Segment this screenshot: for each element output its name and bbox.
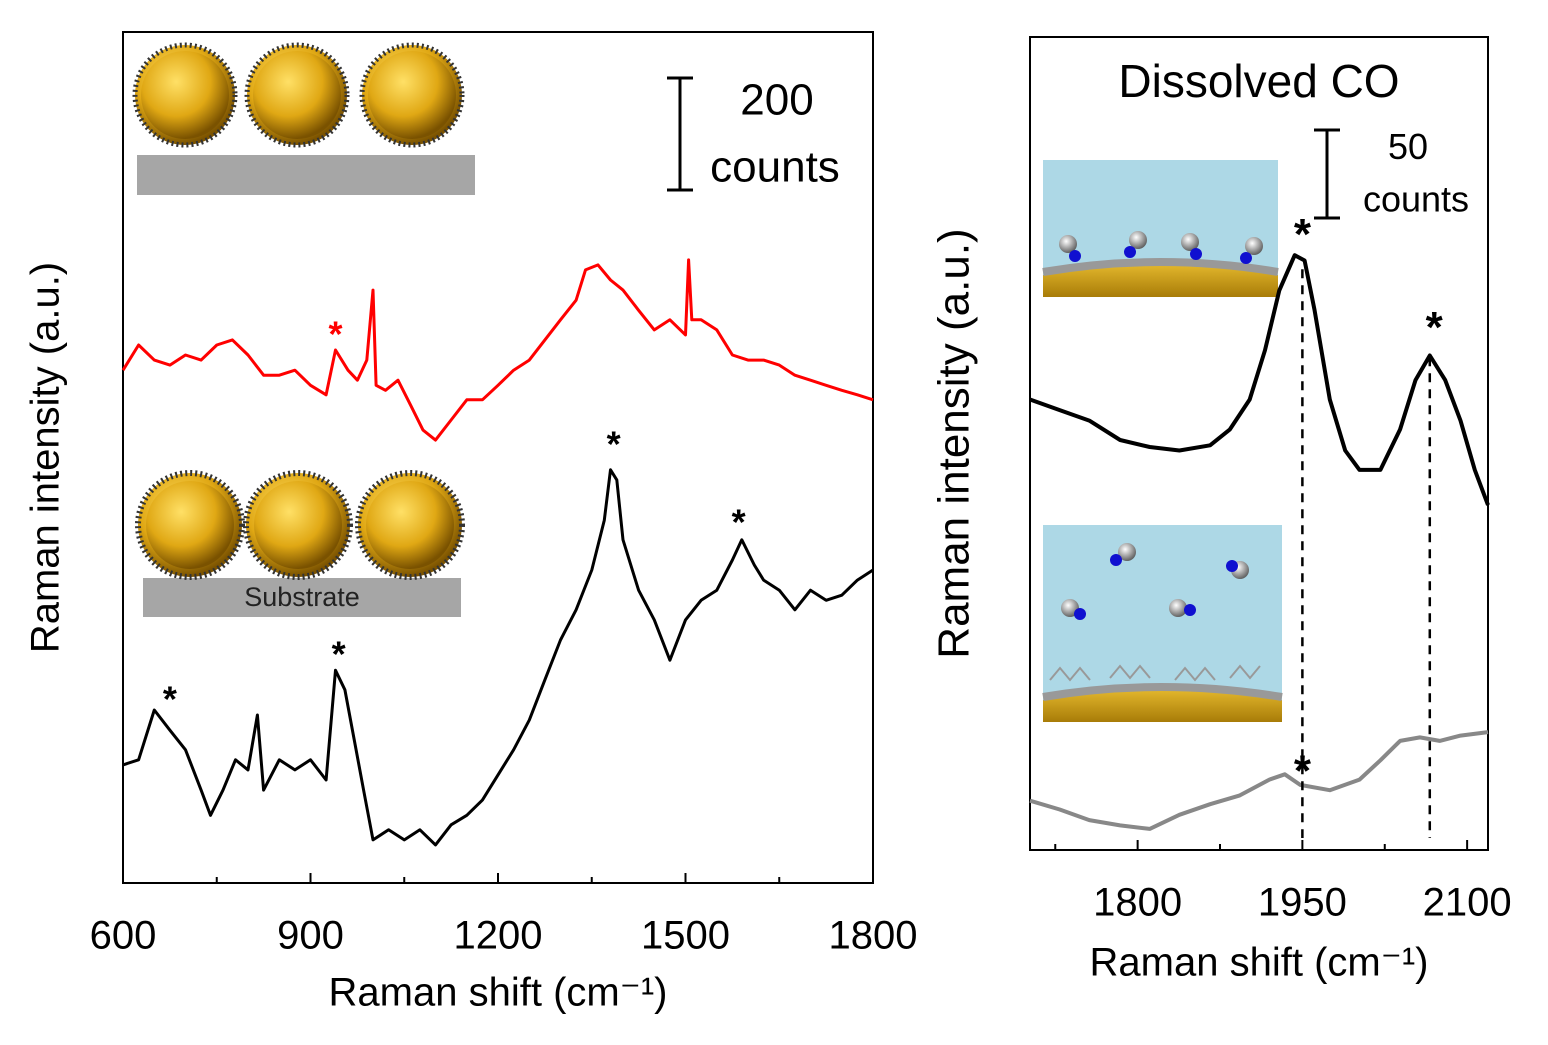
inset-top [132, 42, 475, 195]
peak-asterisk: * [332, 634, 346, 675]
x-axis-label: Raman shift (cm⁻¹) [329, 971, 668, 1015]
x-axis-label: Raman shift (cm⁻¹) [1090, 941, 1429, 985]
spectrum-line [122, 468, 874, 847]
x-tick-label: 600 [90, 914, 157, 958]
scale-bar-value: 50 [1388, 126, 1428, 167]
inset-middle: Substrate [135, 470, 465, 617]
scale-bar [1314, 128, 1340, 220]
x-tick-label: 1800 [1093, 881, 1182, 925]
x-tick-label: 2100 [1423, 881, 1512, 925]
peak-asterisk: * [1426, 303, 1444, 352]
scale-bar [667, 76, 693, 192]
plot-frame [1029, 36, 1489, 851]
scale-bar-unit: counts [1363, 179, 1469, 220]
peak-asterisk: * [607, 424, 621, 465]
peak-asterisk: * [732, 501, 746, 542]
x-tick-label: 1950 [1258, 881, 1347, 925]
chart-title: Dissolved CO [1118, 55, 1399, 107]
spectrum-line [1029, 730, 1489, 831]
spectrum-line [1029, 253, 1490, 506]
y-axis-label: Raman intensity (a.u.) [930, 228, 979, 658]
inset-dissolved [1042, 525, 1283, 722]
scale-bar-unit: counts [710, 142, 840, 191]
peak-asterisk: * [163, 678, 177, 719]
scale-bar-value: 200 [740, 75, 813, 124]
x-tick-label: 1200 [454, 914, 543, 958]
peak-asterisk: * [1294, 747, 1312, 796]
peak-asterisk: * [328, 313, 342, 354]
y-axis-label: Raman intensity (a.u.) [24, 262, 68, 653]
inset-label: Substrate [244, 582, 360, 612]
peak-asterisk: * [1294, 210, 1312, 259]
inset-adsorbed [1042, 160, 1279, 297]
x-tick-label: 1800 [829, 914, 918, 958]
x-tick-label: 1500 [641, 914, 730, 958]
x-tick-label: 900 [277, 914, 344, 958]
spectrum-line [121, 258, 874, 442]
